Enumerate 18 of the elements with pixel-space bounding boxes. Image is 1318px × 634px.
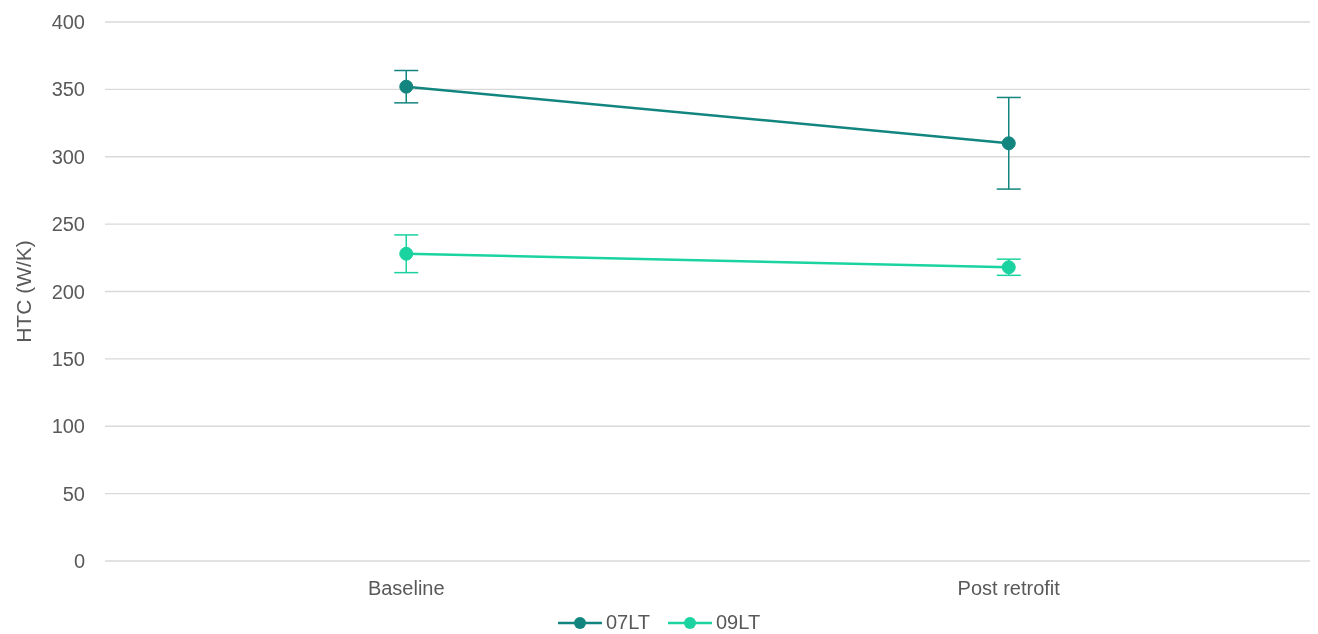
y-axis-title: HTC (W/K) — [12, 240, 36, 343]
point — [1001, 260, 1016, 275]
y-tick-label: 400 — [51, 11, 85, 34]
legend-label: 07LT — [604, 611, 650, 634]
y-tick-label: 300 — [51, 145, 85, 168]
y-tick-label: 50 — [62, 482, 85, 505]
point — [399, 79, 414, 94]
y-tick-label: 100 — [51, 415, 85, 438]
y-tick-label: 200 — [51, 280, 85, 303]
y-tick-label: 150 — [51, 347, 85, 370]
x-tick-label: Post retrofit — [957, 577, 1061, 600]
legend-label: 09LT — [715, 611, 761, 634]
point — [399, 246, 414, 261]
y-tick-label: 250 — [51, 213, 85, 236]
y-tick-label: 350 — [51, 78, 85, 101]
x-tick-label: Baseline — [367, 577, 445, 600]
point — [1001, 136, 1016, 151]
y-tick-label: 0 — [73, 550, 85, 573]
